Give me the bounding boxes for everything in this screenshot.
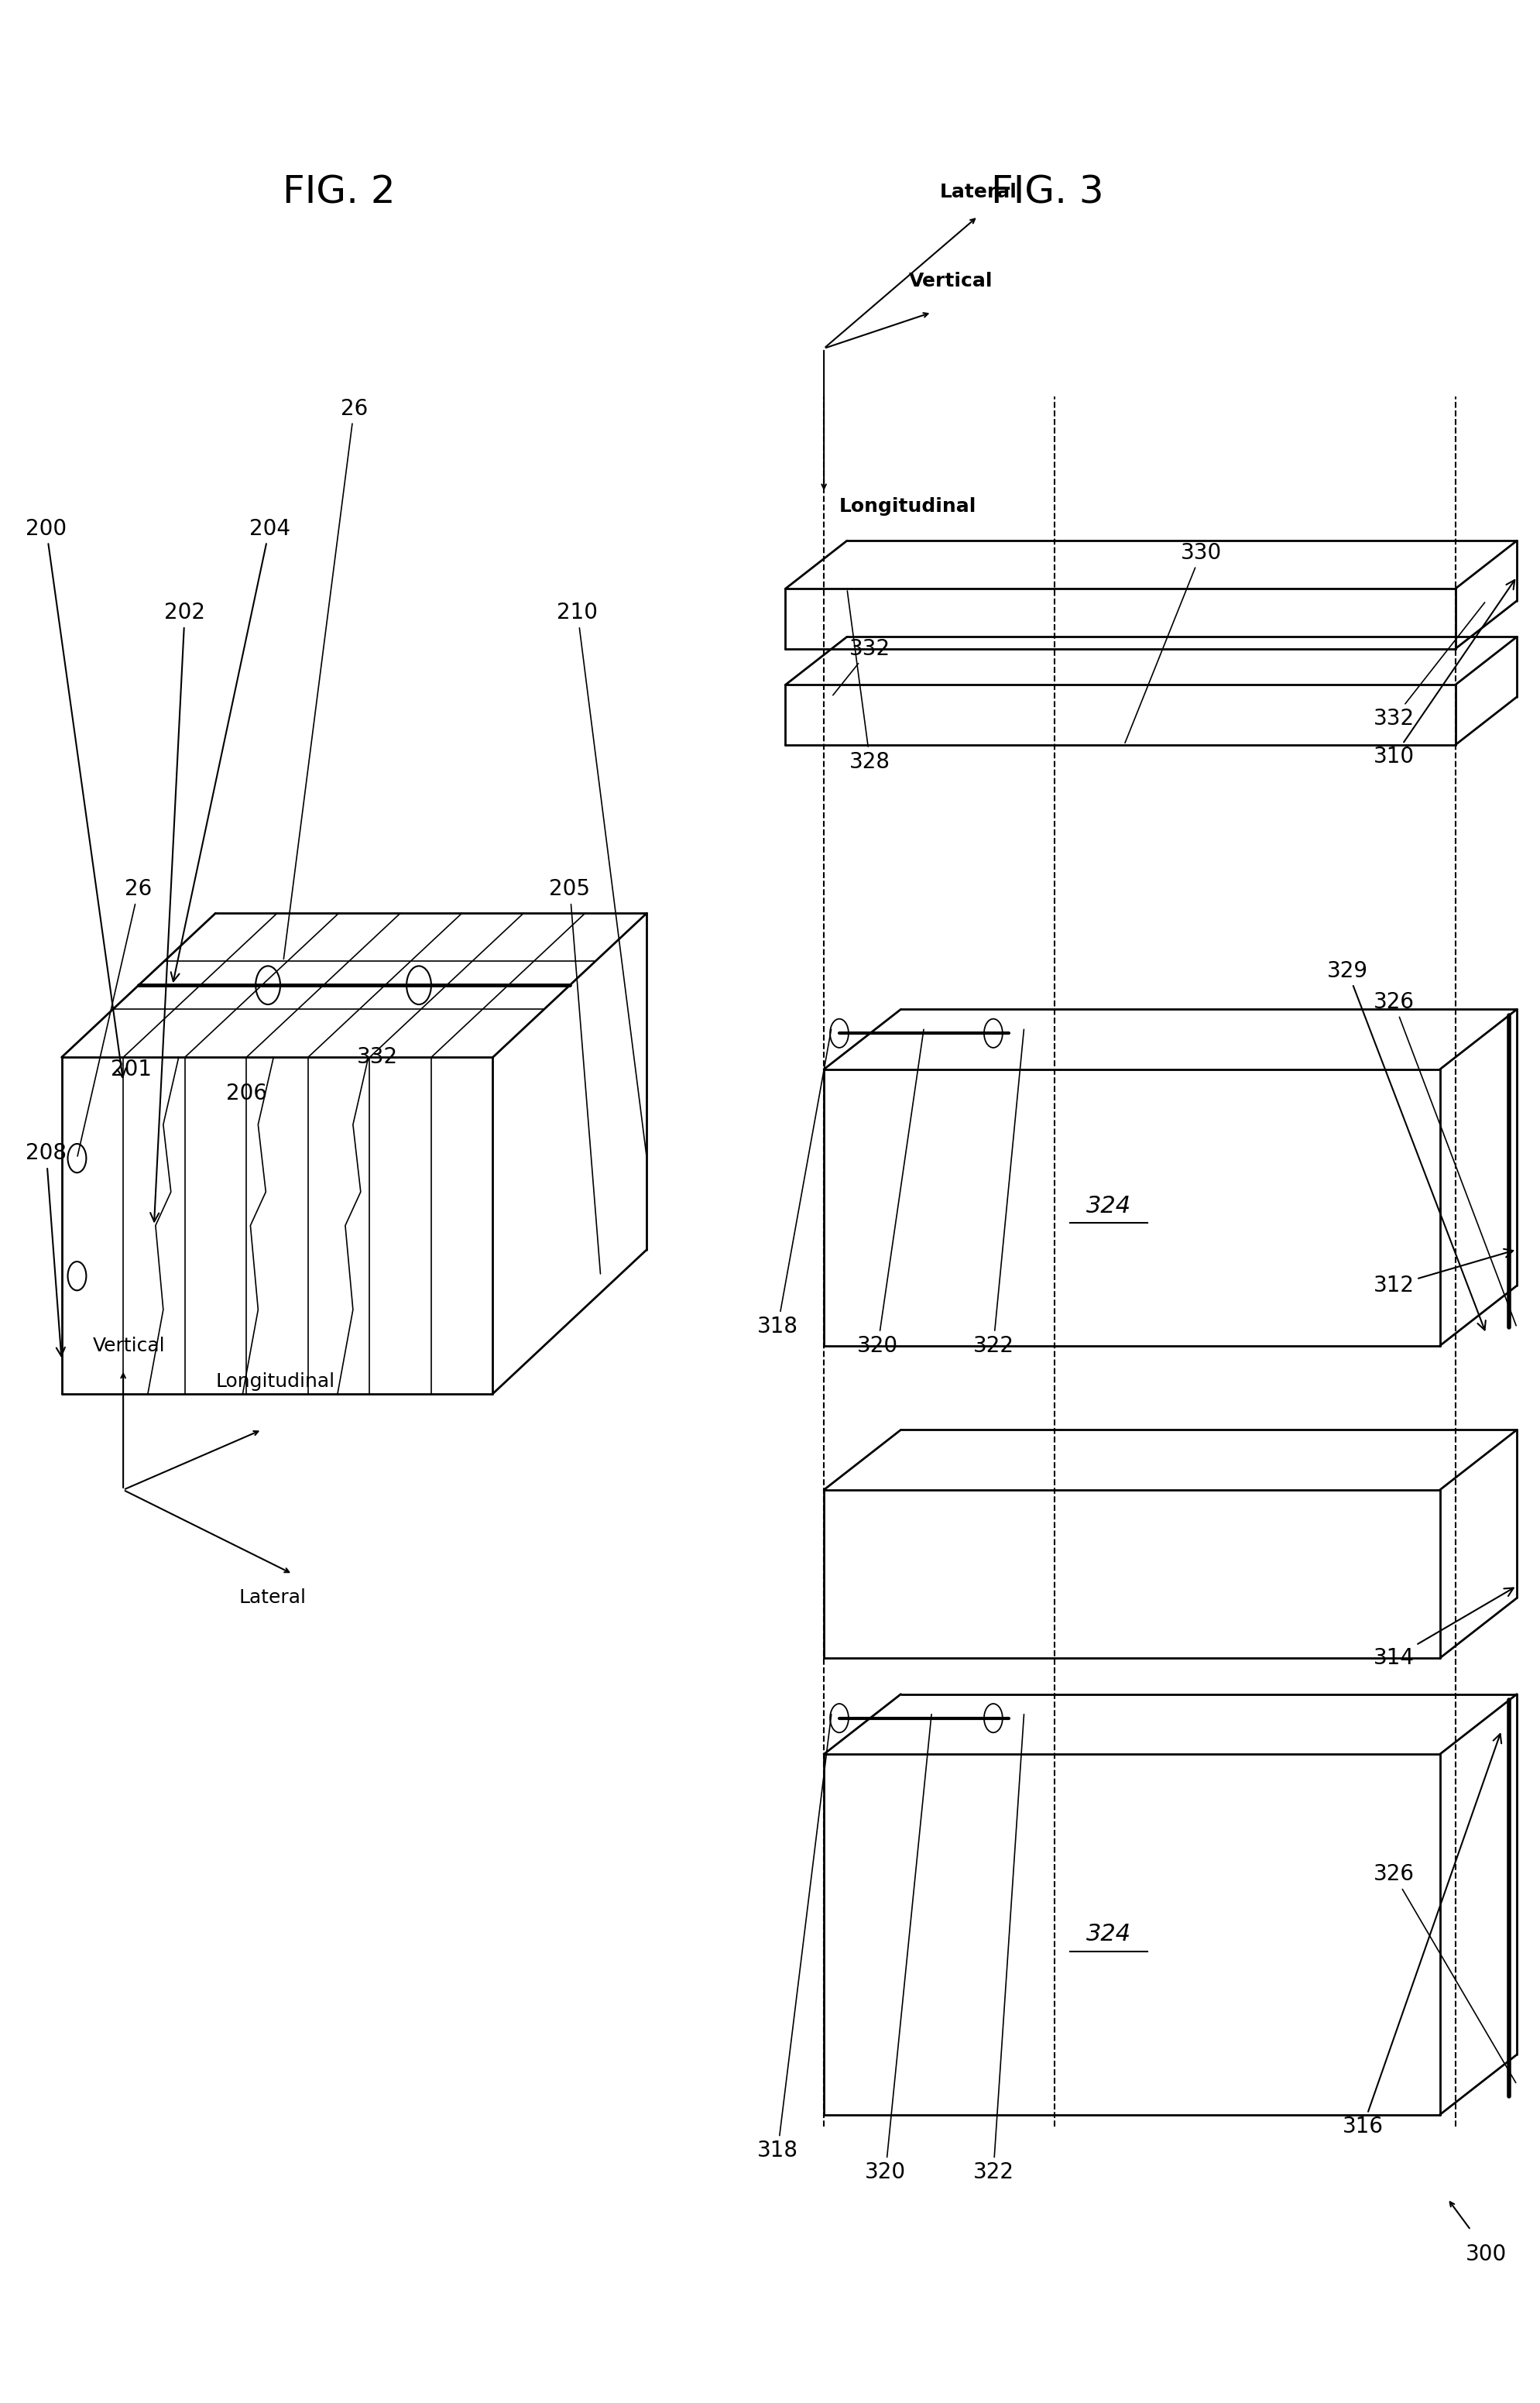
Text: Lateral: Lateral	[939, 183, 1016, 202]
Text: 200: 200	[26, 517, 126, 1077]
Text: 316: 316	[1343, 1735, 1502, 2139]
Text: 326: 326	[1374, 1862, 1515, 2083]
Text: Longitudinal: Longitudinal	[839, 497, 976, 517]
Text: 330: 330	[1126, 541, 1221, 743]
Text: 314: 314	[1374, 1588, 1514, 1670]
Text: 206: 206	[226, 1081, 266, 1105]
Text: 332: 332	[1374, 603, 1485, 731]
Text: 320: 320	[858, 1028, 924, 1358]
Text: 324: 324	[1086, 1922, 1132, 1946]
Text: 328: 328	[847, 591, 890, 774]
Text: 210: 210	[557, 601, 647, 1156]
Text: 204: 204	[171, 517, 290, 980]
Text: Lateral: Lateral	[239, 1588, 306, 1608]
Text: Longitudinal: Longitudinal	[216, 1372, 334, 1391]
Text: FIG. 2: FIG. 2	[282, 173, 396, 211]
Text: 26: 26	[77, 877, 152, 1156]
Text: 326: 326	[1374, 990, 1517, 1326]
Text: 332: 332	[357, 1045, 397, 1069]
Text: 208: 208	[26, 1141, 66, 1355]
Text: 332: 332	[833, 637, 890, 694]
Text: 329: 329	[1327, 959, 1486, 1329]
Text: 205: 205	[550, 877, 601, 1274]
Text: 322: 322	[973, 1713, 1024, 2184]
Text: 318: 318	[758, 1713, 832, 2163]
Text: 310: 310	[1374, 579, 1515, 769]
Text: Vertical: Vertical	[909, 272, 993, 291]
Text: 318: 318	[758, 1028, 832, 1338]
Text: Vertical: Vertical	[92, 1336, 165, 1355]
Text: FIG. 3: FIG. 3	[990, 173, 1104, 211]
Text: 201: 201	[111, 1057, 151, 1081]
Text: 322: 322	[973, 1028, 1024, 1358]
Text: 300: 300	[1466, 2242, 1506, 2266]
Text: 202: 202	[151, 601, 205, 1221]
Text: 324: 324	[1086, 1194, 1132, 1218]
Text: 312: 312	[1374, 1250, 1514, 1298]
Text: 26: 26	[283, 396, 368, 959]
Text: 320: 320	[865, 1713, 932, 2184]
